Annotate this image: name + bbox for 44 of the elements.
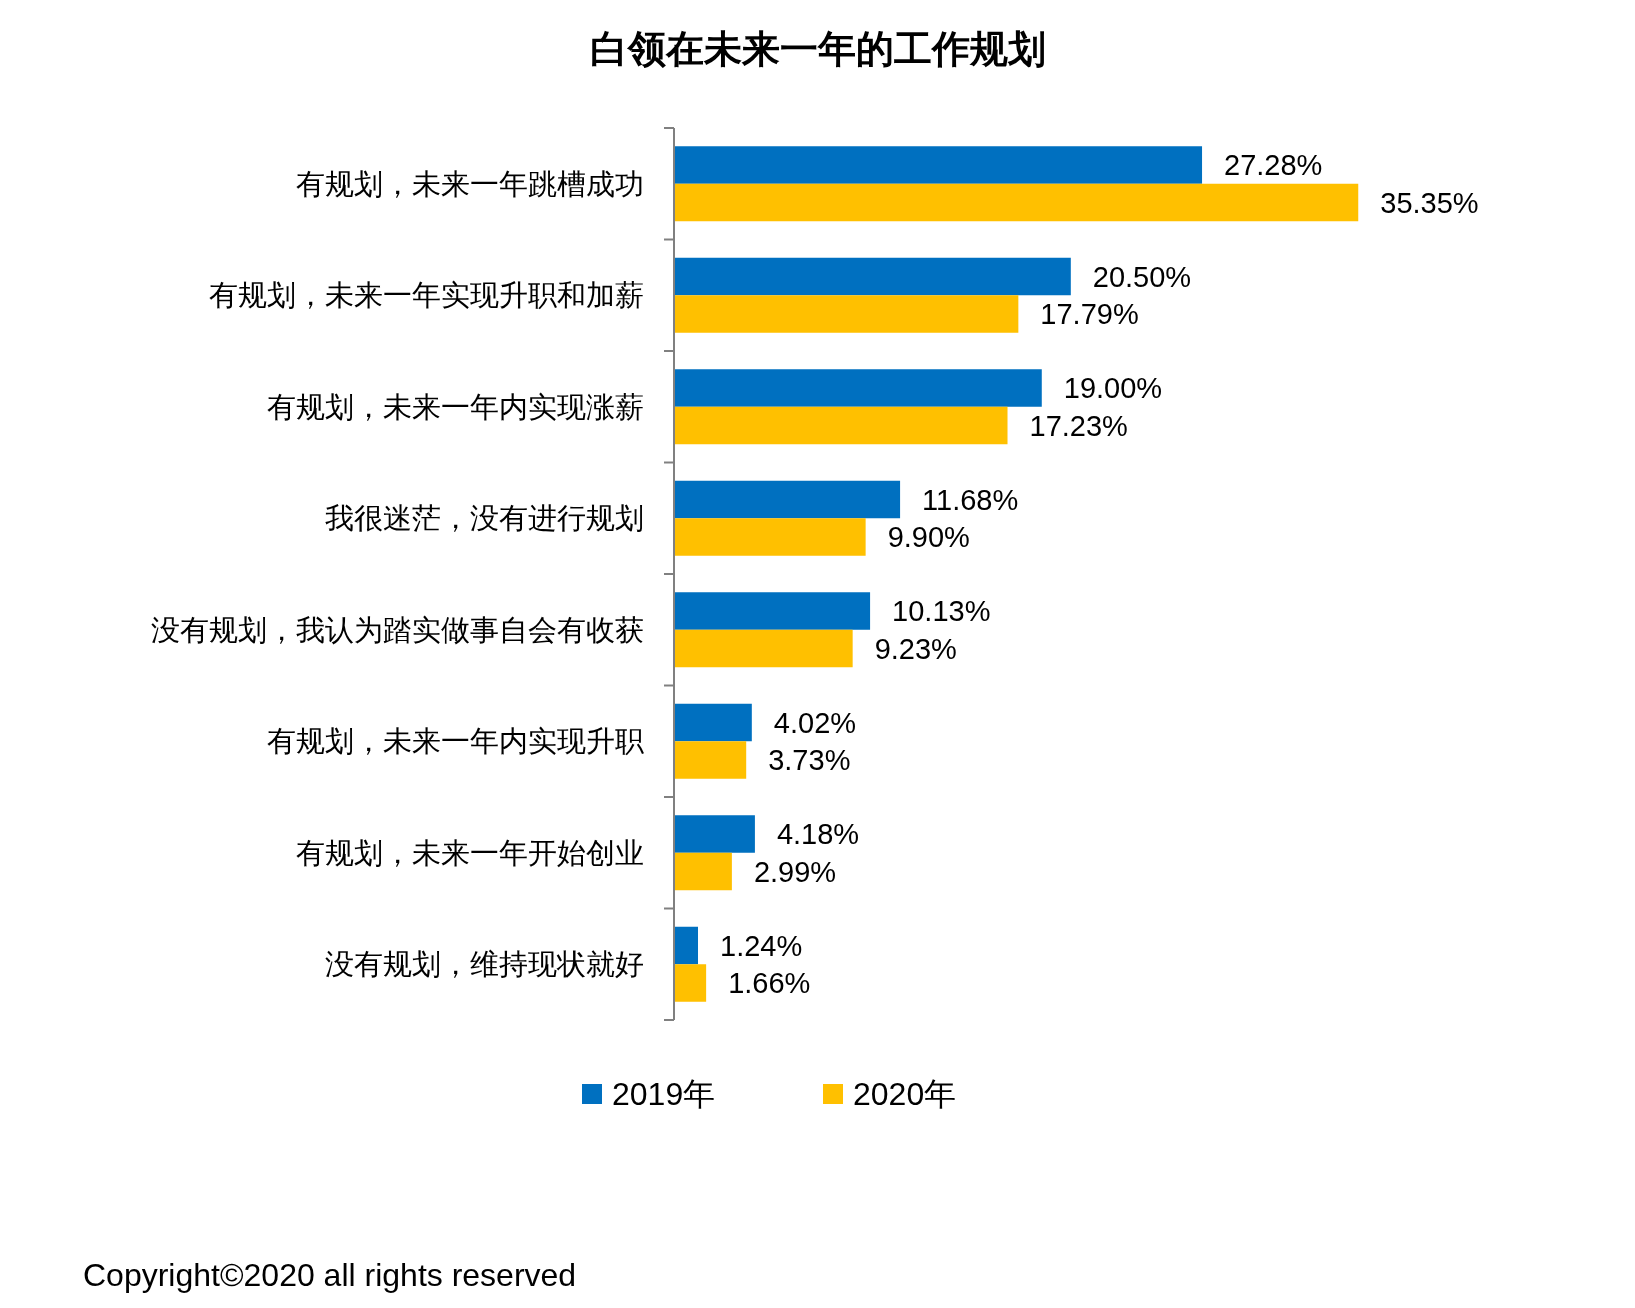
data-label: 3.73%: [768, 744, 851, 776]
bar: [674, 741, 747, 779]
bar: [674, 406, 1008, 445]
bar: [674, 852, 732, 891]
y-tick-label: 没有规划，维持现状就好: [325, 948, 644, 981]
legend-label: 2020年: [853, 1076, 957, 1112]
data-label: 9.23%: [874, 632, 957, 665]
y-tick-label: 没有规划，我认为踏实做事自会有收获: [151, 613, 644, 646]
data-label: 17.23%: [1029, 409, 1128, 442]
bar: [674, 964, 707, 1002]
bar: [674, 518, 866, 556]
bar: [674, 146, 1203, 184]
data-label: 10.13%: [892, 595, 991, 627]
bar: [674, 480, 901, 519]
data-label: 11.68%: [922, 483, 1019, 516]
data-label: 27.28%: [1224, 149, 1323, 181]
data-label: 20.50%: [1092, 260, 1192, 293]
data-label: 19.00%: [1063, 372, 1163, 404]
bar: [674, 183, 1359, 222]
bar: [674, 926, 698, 965]
bar: [674, 369, 1042, 407]
text: Copyright©2020 all rights reserved: [83, 1257, 577, 1293]
data-label: 1.24%: [720, 929, 803, 962]
y-tick-label: 有规划，未来一年内实现升职: [267, 725, 644, 758]
data-label: 9.90%: [887, 521, 970, 553]
bar: [674, 592, 871, 630]
data-label: 4.18%: [776, 818, 860, 850]
chart-title: 白领在未来一年的工作规划: [589, 28, 1046, 70]
y-tick-label: 我很迷茫，没有进行规划: [325, 502, 644, 535]
data-label: 2.99%: [753, 855, 837, 888]
y-tick-label: 有规划，未来一年开始创业: [296, 836, 644, 869]
data-label: 17.79%: [1040, 298, 1139, 330]
legend-label: 2019年: [612, 1076, 716, 1112]
data-label: 1.66%: [728, 967, 811, 999]
bar: [674, 629, 853, 668]
bar: [674, 295, 1019, 333]
bar: [674, 257, 1071, 296]
y-tick-label: 有规划，未来一年跳槽成功: [296, 167, 644, 200]
data-label: 35.35%: [1380, 186, 1479, 219]
bar: [674, 815, 755, 853]
y-tick-label: 有规划，未来一年实现升职和加薪: [209, 279, 644, 312]
y-tick-label: 有规划，未来一年内实现涨薪: [267, 390, 644, 423]
bar: [674, 703, 752, 742]
data-label: 4.02%: [773, 706, 857, 739]
